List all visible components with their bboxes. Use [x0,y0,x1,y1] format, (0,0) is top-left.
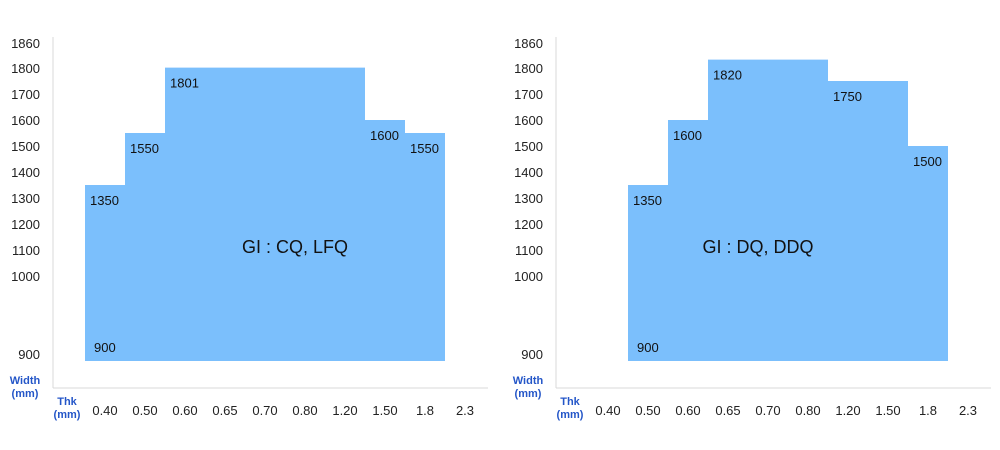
y-tick-label: 1500 [514,139,543,154]
x-tick-label: 0.60 [675,403,700,418]
x-tick-label: 2.3 [456,403,474,418]
y-tick-label: 1700 [11,87,40,102]
y-tick-label: 1200 [11,217,40,232]
x-tick-label: 0.80 [795,403,820,418]
width-range-area [85,67,445,361]
x-tick-label: 0.50 [132,403,157,418]
y-tick-label: 1200 [514,217,543,232]
step-value-label: 1600 [370,128,399,143]
x-tick-label: 0.65 [212,403,237,418]
y-tick-label: 1000 [11,269,40,284]
x-tick-label: 1.50 [372,403,397,418]
y-axis-title: Width (mm) [10,375,41,400]
x-tick-label: 0.70 [252,403,277,418]
y-tick-label: 900 [18,347,40,362]
x-axis-title: Thk (mm) [557,396,584,421]
grade-annotation: GI : CQ, LFQ [242,237,348,257]
chart-gi-cq-lfq: 900 1000 1100 1200 1300 1400 1500 1600 1700 1800 1… [10,36,488,421]
chart-gi-dq-ddq: 900 1000 1100 1200 1300 1400 1500 1600 1700 1800 1… [503,0,1000,450]
y-tick-label: 1100 [515,243,543,258]
x-tick-label: 0.70 [755,403,780,418]
x-tick-label: 1.50 [875,403,900,418]
x-tick-label: 0.40 [595,403,620,418]
chart-svg: 900 1000 1100 1200 1300 1400 1500 1600 1700 1800 1… [10,36,488,421]
step-value-label: 1750 [833,89,862,104]
step-value-label: 1801 [170,76,199,91]
y-tick-label: 1100 [12,243,40,258]
x-tick-label: 1.20 [835,403,860,418]
width-range-area [628,59,948,362]
x-tick-label: 0.80 [292,403,317,418]
y-axis-title: Width (mm) [513,375,544,400]
min-width-label: 900 [637,340,659,355]
y-tick-label: 1600 [514,113,543,128]
y-tick-label: 900 [521,347,543,362]
step-value-label: 1500 [913,154,942,169]
x-tick-label: 0.50 [635,403,660,418]
y-tick-label: 1800 [514,61,543,76]
y-tick-label: 1600 [11,113,40,128]
x-tick-label: 0.60 [172,403,197,418]
y-tick-label: 1400 [514,165,543,180]
step-value-label: 1820 [713,68,742,83]
step-value-label: 1600 [673,128,702,143]
min-width-label: 900 [94,340,116,355]
y-tick-label: 1700 [514,87,543,102]
x-tick-label: 1.8 [416,403,434,418]
step-value-label: 1350 [90,193,119,208]
x-tick-label: 1.20 [332,403,357,418]
step-value-label: 1550 [410,141,439,156]
x-axis-title: Thk (mm) [54,396,81,421]
grade-annotation: GI : DQ, DDQ [702,237,813,257]
y-tick-label: 1500 [11,139,40,154]
chart-svg: 900 1000 1100 1200 1300 1400 1500 1600 1700 1800 1… [513,36,991,421]
step-value-label: 1550 [130,141,159,156]
y-tick-label: 1860 [514,36,543,51]
y-tick-label: 1000 [514,269,543,284]
x-tick-label: 1.8 [919,403,937,418]
y-tick-label: 1300 [11,191,40,206]
x-tick-label: 2.3 [959,403,977,418]
y-tick-label: 1300 [514,191,543,206]
y-tick-label: 1860 [11,36,40,51]
step-value-label: 1350 [633,193,662,208]
x-tick-label: 0.65 [715,403,740,418]
x-tick-label: 0.40 [92,403,117,418]
y-tick-label: 1800 [11,61,40,76]
y-tick-label: 1400 [11,165,40,180]
